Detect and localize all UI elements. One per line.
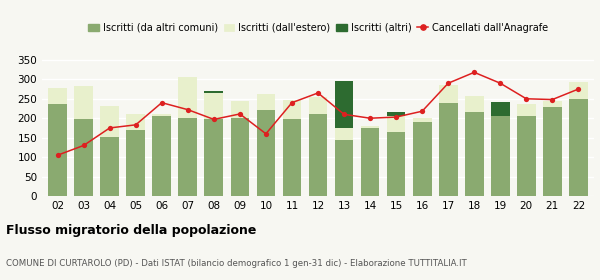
Bar (205, 93, 223, 119)
Bar (439, 85, 458, 103)
Bar (569, 82, 588, 99)
Bar (100, 137, 119, 196)
Bar (152, 114, 171, 116)
Bar (74, 119, 93, 196)
Bar (335, 81, 353, 128)
Bar (283, 119, 301, 196)
Bar (361, 126, 379, 128)
Text: COMUNE DI CURTAROLO (PD) - Dati ISTAT (bilancio demografico 1 gen-31 dic) - Elab: COMUNE DI CURTAROLO (PD) - Dati ISTAT (b… (6, 259, 467, 268)
Bar (517, 104, 536, 116)
Bar (178, 118, 197, 196)
Bar (543, 101, 562, 107)
Bar (413, 118, 431, 122)
Legend: Iscritti (da altri comuni), Iscritti (dall'estero), Iscritti (altri), Cancellati: Iscritti (da altri comuni), Iscritti (da… (84, 19, 552, 37)
Bar (48, 104, 67, 196)
Bar (387, 132, 406, 196)
Bar (100, 106, 119, 137)
Bar (257, 110, 275, 196)
Bar (361, 128, 379, 196)
Bar (127, 114, 145, 130)
Bar (230, 101, 249, 118)
Bar (308, 97, 328, 114)
Bar (491, 102, 509, 116)
Bar (517, 116, 536, 196)
Bar (74, 86, 93, 119)
Bar (127, 130, 145, 196)
Bar (205, 119, 223, 196)
Bar (335, 128, 353, 140)
Bar (387, 112, 406, 116)
Bar (465, 112, 484, 196)
Bar (387, 116, 406, 132)
Bar (178, 77, 197, 118)
Bar (439, 103, 458, 196)
Bar (230, 118, 249, 196)
Bar (491, 116, 509, 196)
Bar (569, 99, 588, 196)
Bar (152, 116, 171, 196)
Bar (257, 94, 275, 110)
Bar (543, 107, 562, 196)
Bar (413, 122, 431, 196)
Text: Flusso migratorio della popolazione: Flusso migratorio della popolazione (6, 224, 256, 237)
Bar (308, 114, 328, 196)
Bar (205, 91, 223, 93)
Bar (465, 96, 484, 112)
Bar (48, 88, 67, 104)
Bar (335, 140, 353, 196)
Bar (283, 100, 301, 119)
